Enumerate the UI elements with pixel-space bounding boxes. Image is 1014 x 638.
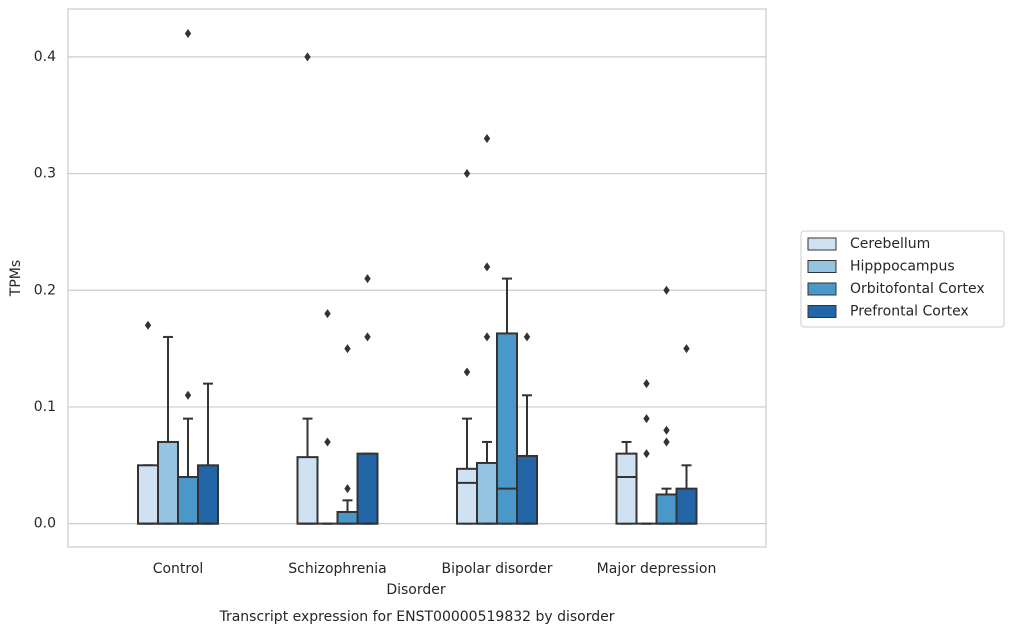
box xyxy=(296,456,319,525)
plot-frame xyxy=(67,8,767,548)
y-tick-label: 0.3 xyxy=(34,166,56,182)
box xyxy=(456,467,478,525)
legend-label: Cerebellum xyxy=(850,236,930,252)
x-tick-label: Bipolar disorder xyxy=(441,561,552,577)
outlier xyxy=(463,367,471,377)
outlier xyxy=(523,332,531,342)
box xyxy=(356,452,379,525)
outlier xyxy=(643,379,650,389)
box xyxy=(615,452,638,525)
outlier xyxy=(324,309,331,319)
outlier xyxy=(663,425,670,435)
outlier xyxy=(643,414,650,424)
legend-swatch xyxy=(807,260,837,273)
box xyxy=(476,461,498,525)
box xyxy=(516,454,538,525)
x-axis-label: Disorder xyxy=(386,582,446,598)
legend-swatch xyxy=(807,282,837,296)
box xyxy=(197,464,219,525)
y-tick-label: 0.0 xyxy=(34,516,56,532)
outlier xyxy=(344,344,351,354)
chart-title: Transcript expression for ENST0000051983… xyxy=(218,609,614,625)
legend-label: Prefrontal Cortex xyxy=(850,304,969,320)
outlier xyxy=(483,134,491,144)
outlier xyxy=(144,320,152,330)
outlier xyxy=(184,29,192,39)
outlier xyxy=(683,344,690,354)
outlier xyxy=(364,274,371,284)
outlier xyxy=(663,285,670,295)
outlier xyxy=(663,437,670,447)
outlier xyxy=(483,332,491,342)
outlier xyxy=(483,262,491,272)
outlier xyxy=(364,332,371,342)
outlier xyxy=(643,449,650,459)
box xyxy=(496,332,518,525)
x-tick-label: Schizophrenia xyxy=(288,561,386,577)
outlier xyxy=(324,437,331,447)
box xyxy=(655,493,678,525)
legend-swatch xyxy=(807,237,837,251)
box xyxy=(336,510,359,525)
y-axis-label: TPMs xyxy=(8,260,24,297)
box xyxy=(137,464,159,525)
x-tick-label: Major depression xyxy=(597,561,717,577)
y-tick-label: 0.1 xyxy=(34,399,56,415)
box xyxy=(157,440,179,525)
y-tick-label: 0.2 xyxy=(34,282,56,298)
outlier xyxy=(344,484,351,494)
outlier xyxy=(304,52,311,62)
outlier xyxy=(184,390,192,400)
box xyxy=(177,475,199,525)
legend xyxy=(800,230,1005,328)
box xyxy=(675,487,698,525)
outlier xyxy=(463,169,471,179)
legend-swatch xyxy=(807,305,837,318)
legend-label: Orbitofontal Cortex xyxy=(850,281,985,297)
x-tick-label: Control xyxy=(153,561,204,577)
y-tick-label: 0.4 xyxy=(34,49,56,65)
legend-label: Hipppocampus xyxy=(850,259,955,275)
